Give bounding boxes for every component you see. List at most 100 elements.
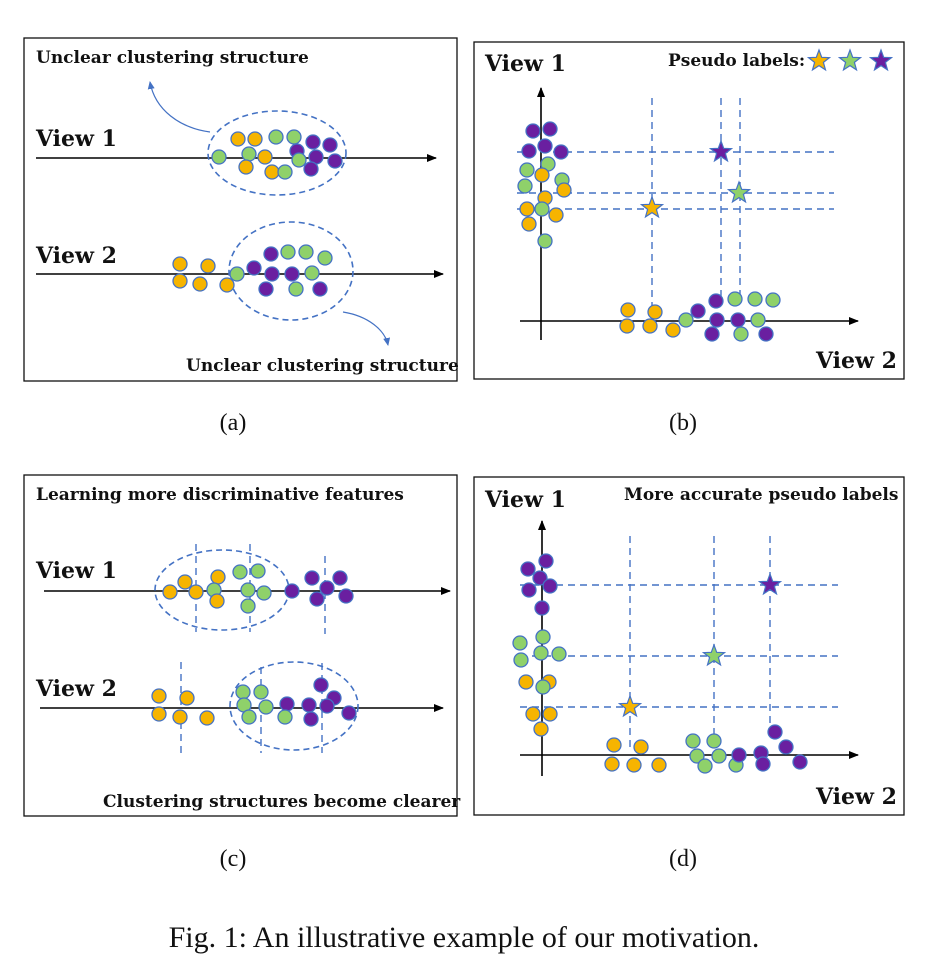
panel-a-view1-label: View 1 xyxy=(35,126,117,152)
orange-point xyxy=(533,721,549,737)
orange-point xyxy=(647,304,663,320)
green-point xyxy=(256,585,272,601)
panel-b: View 1 Pseudo labels: View 2 xyxy=(473,41,905,380)
purple-point xyxy=(534,600,550,616)
orange-point xyxy=(518,674,534,690)
purple-point xyxy=(327,153,343,169)
purple-point xyxy=(284,583,300,599)
green-point xyxy=(235,684,251,700)
purple-point xyxy=(709,312,725,328)
green-point xyxy=(519,162,535,178)
purple-point xyxy=(704,326,720,342)
panel-d-pseudo-labels xyxy=(617,572,783,718)
green-point xyxy=(685,733,701,749)
orange-point xyxy=(542,706,558,722)
callout-arrow-top xyxy=(147,81,211,133)
panel-b-legend-icons xyxy=(806,48,894,72)
green-point xyxy=(288,281,304,297)
orange-point xyxy=(192,276,208,292)
panel-b-projection-lines xyxy=(517,98,834,310)
panel-d-points xyxy=(512,553,808,774)
purple-point xyxy=(538,553,554,569)
orange-point xyxy=(177,574,193,590)
panel-a-view1-cluster-ellipse xyxy=(207,110,347,196)
purple-point xyxy=(246,260,262,276)
purple-point xyxy=(755,756,771,772)
green-point xyxy=(697,758,713,774)
purple-point xyxy=(525,123,541,139)
panel-a-top-text: Unclear clustering structure xyxy=(36,48,309,68)
orange-star-icon xyxy=(806,48,832,72)
orange-point xyxy=(151,706,167,722)
orange-point xyxy=(179,690,195,706)
orange-point xyxy=(200,258,216,274)
purple-point xyxy=(264,266,280,282)
purple-point xyxy=(313,677,329,693)
green-point xyxy=(678,312,694,328)
panel-c-view2-label: View 2 xyxy=(35,676,117,702)
green-point xyxy=(517,178,533,194)
green-point xyxy=(706,733,722,749)
green-star-icon xyxy=(701,643,727,667)
green-point xyxy=(258,699,274,715)
purple-point xyxy=(301,697,317,713)
purple-point xyxy=(542,121,558,137)
purple-point xyxy=(304,570,320,586)
panel-c: Learning more discriminative features Vi… xyxy=(23,474,461,817)
panel-b-sublabel: (b) xyxy=(669,410,697,436)
green-star-icon xyxy=(837,48,863,72)
panel-a-view2-cluster-ellipse xyxy=(228,221,354,321)
panel-b-pseudo-labels xyxy=(639,139,752,219)
panel-d-projection-lines xyxy=(520,536,838,750)
panel-b-yaxis-label: View 1 xyxy=(484,51,566,77)
orange-point xyxy=(651,757,667,773)
green-point xyxy=(241,146,257,162)
panel-a-view2-label: View 2 xyxy=(35,243,117,269)
panel-a: Unclear clustering structure View 1 View… xyxy=(23,37,459,382)
purple-point xyxy=(322,137,338,153)
purple-point xyxy=(792,754,808,770)
purple-point xyxy=(521,143,537,159)
orange-point xyxy=(556,182,572,198)
orange-point xyxy=(525,706,541,722)
purple-point xyxy=(258,281,274,297)
panel-d-sublabel: (d) xyxy=(669,846,697,872)
orange-point xyxy=(151,688,167,704)
orange-point xyxy=(257,149,273,165)
orange-point xyxy=(219,277,235,293)
orange-point xyxy=(633,739,649,755)
panel-c-top-text: Learning more discriminative features xyxy=(36,485,404,505)
purple-point xyxy=(537,138,553,154)
purple-star-icon xyxy=(757,572,783,596)
green-point xyxy=(211,149,227,165)
green-point xyxy=(689,748,705,764)
green-point xyxy=(711,748,727,764)
orange-point xyxy=(172,256,188,272)
purple-point xyxy=(319,698,335,714)
orange-point xyxy=(162,584,178,600)
green-point xyxy=(750,312,766,328)
green-point xyxy=(551,646,567,662)
orange-star-icon xyxy=(639,195,665,219)
orange-point xyxy=(619,318,635,334)
purple-point xyxy=(319,580,335,596)
purple-point xyxy=(532,570,548,586)
orange-point xyxy=(534,167,550,183)
panel-c-view1-label: View 1 xyxy=(35,558,117,584)
orange-point xyxy=(172,273,188,289)
orange-point xyxy=(209,593,225,609)
orange-point xyxy=(665,322,681,338)
panel-a-view1-points xyxy=(211,129,343,180)
green-point xyxy=(291,152,307,168)
purple-point xyxy=(332,570,348,586)
green-point xyxy=(241,709,257,725)
green-point xyxy=(253,684,269,700)
green-point xyxy=(537,233,553,249)
orange-point xyxy=(172,709,188,725)
orange-point xyxy=(642,318,658,334)
purple-point xyxy=(521,582,537,598)
green-point xyxy=(232,564,248,580)
purple-point xyxy=(303,161,319,177)
panel-c-frame xyxy=(23,474,458,817)
